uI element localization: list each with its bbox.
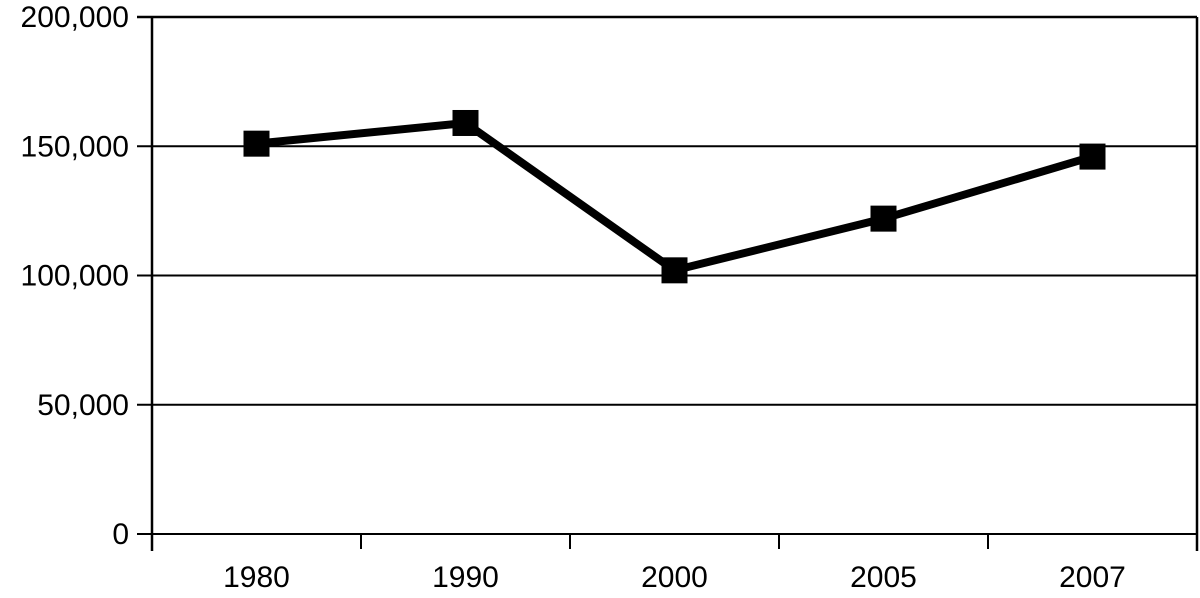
x-tick-label: 1990 — [432, 561, 499, 594]
x-tick-label: 2005 — [850, 561, 917, 594]
y-tick-label: 0 — [112, 518, 129, 551]
data-point-marker — [452, 109, 479, 136]
data-point-marker — [870, 205, 897, 232]
x-tick-label: 2007 — [1059, 561, 1126, 594]
data-point-marker — [243, 130, 270, 157]
y-tick-label: 100,000 — [21, 260, 129, 293]
data-point-marker — [1079, 143, 1106, 170]
x-tick-label: 1980 — [223, 561, 290, 594]
x-tick-label: 2000 — [641, 561, 708, 594]
y-tick-label: 200,000 — [21, 1, 129, 34]
y-tick-label: 150,000 — [21, 130, 129, 163]
data-point-marker — [661, 257, 688, 284]
y-tick-label: 50,000 — [37, 389, 129, 422]
